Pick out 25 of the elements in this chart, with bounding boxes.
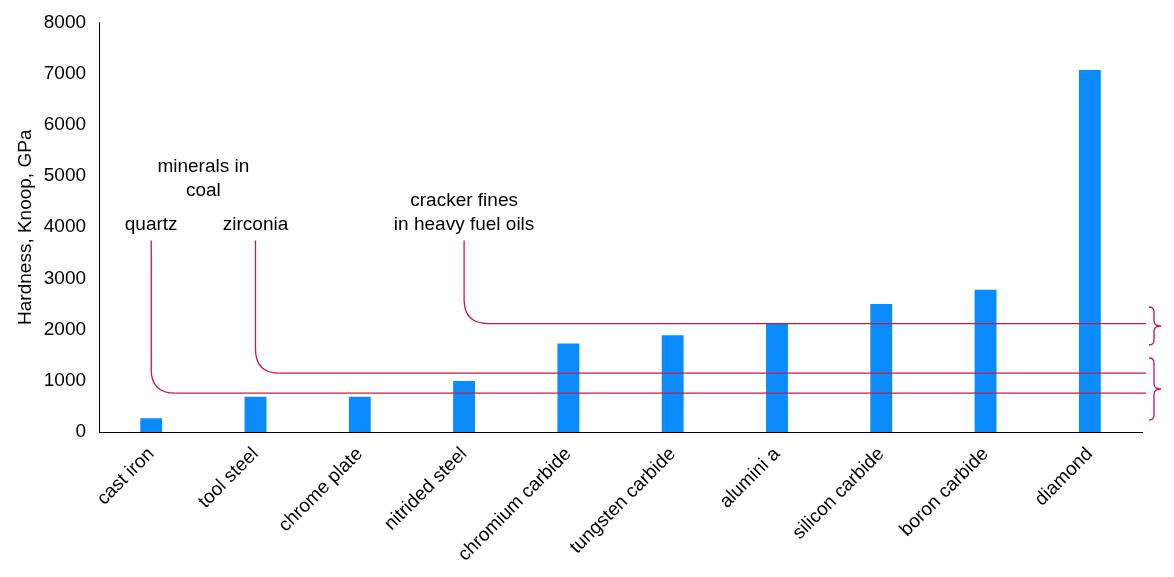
ref-line-label: cracker fines in heavy fuel oils bbox=[393, 188, 535, 234]
bar bbox=[140, 418, 163, 433]
y-tick-label: 1000 bbox=[43, 369, 87, 391]
ref-line-label: quartz bbox=[124, 212, 178, 234]
bar bbox=[661, 335, 684, 433]
ref-line-label: zirconia bbox=[222, 212, 289, 234]
bar bbox=[557, 343, 580, 433]
y-tick-label: 6000 bbox=[43, 113, 87, 135]
bar bbox=[870, 304, 893, 433]
bar bbox=[244, 396, 267, 433]
y-axis-title: Hardness, Knoop, GPa bbox=[13, 129, 35, 325]
bar bbox=[1078, 70, 1101, 433]
y-tick-label: 7000 bbox=[43, 61, 87, 83]
bar bbox=[766, 323, 788, 433]
bar bbox=[453, 380, 476, 433]
bar bbox=[348, 396, 371, 433]
x-tick-label: cast iron bbox=[92, 442, 158, 509]
annotation: minerals in coal bbox=[157, 154, 250, 200]
y-tick-label: 2000 bbox=[43, 317, 87, 339]
y-tick-label: 4000 bbox=[43, 215, 87, 237]
y-tick-label: 0 bbox=[75, 420, 87, 442]
bar bbox=[974, 289, 997, 433]
y-tick-label: 8000 bbox=[43, 10, 87, 32]
y-tick-label: 3000 bbox=[43, 266, 87, 288]
y-tick-label: 5000 bbox=[43, 164, 87, 186]
